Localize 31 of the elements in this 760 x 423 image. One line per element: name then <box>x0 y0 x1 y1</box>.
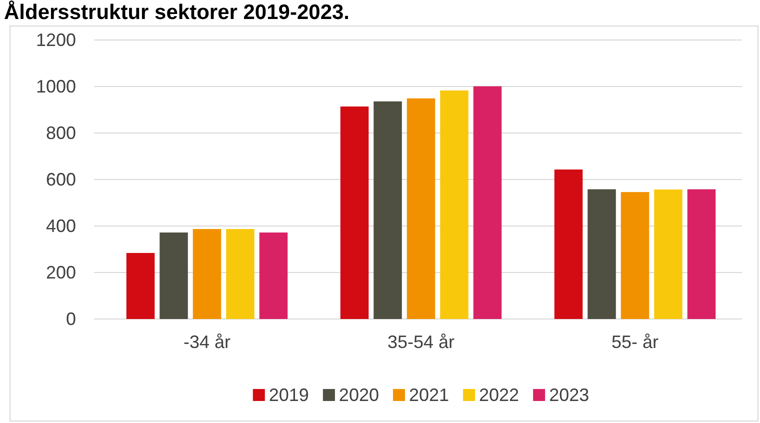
bar <box>374 101 402 319</box>
bar <box>654 189 682 319</box>
bar <box>588 189 616 319</box>
y-tick-label: 800 <box>46 122 76 143</box>
x-tick-label: -34 år <box>183 332 231 352</box>
x-tick-label: 35-54 år <box>387 332 455 352</box>
bar <box>554 170 583 319</box>
bar <box>473 86 502 319</box>
bar <box>340 106 369 319</box>
legend-label: 2021 <box>408 385 450 405</box>
bar <box>620 192 650 319</box>
bar <box>687 189 716 319</box>
x-tick-label: 55- år <box>611 332 659 352</box>
legend-label: 2020 <box>338 385 379 405</box>
y-tick-label: 0 <box>66 308 76 329</box>
bar <box>160 232 188 319</box>
legend-label: 2019 <box>268 385 309 405</box>
bar <box>406 98 436 319</box>
y-tick-label: 1000 <box>36 76 76 96</box>
bar <box>259 232 288 319</box>
y-tick-label: 200 <box>46 262 76 282</box>
legend-label: 2022 <box>479 385 520 405</box>
bar <box>226 229 254 319</box>
bar <box>192 229 222 319</box>
legend-label: 2023 <box>549 385 590 405</box>
y-tick-label: 600 <box>46 169 76 190</box>
chart-title: Åldersstruktur sektorer 2019-2023. <box>4 0 350 24</box>
y-tick-label: 1200 <box>36 30 76 50</box>
bar <box>126 252 155 319</box>
bar <box>440 90 468 319</box>
y-tick-label: 400 <box>46 216 76 236</box>
